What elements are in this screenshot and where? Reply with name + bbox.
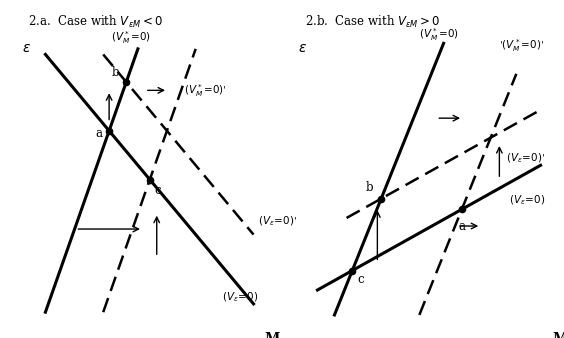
Text: b: b [112, 66, 120, 79]
Text: M: M [552, 332, 564, 338]
Text: 2.b.  Case with $V_{\varepsilon M}> 0$: 2.b. Case with $V_{\varepsilon M}> 0$ [305, 14, 440, 30]
Text: a: a [95, 127, 102, 140]
Text: a: a [458, 220, 465, 234]
Text: 2.a.  Case with $V_{\varepsilon M}< 0$: 2.a. Case with $V_{\varepsilon M}< 0$ [28, 14, 163, 30]
Text: $\varepsilon$: $\varepsilon$ [298, 41, 307, 54]
Text: $(V_M^*\!=\!0)$': $(V_M^*\!=\!0)$' [184, 82, 227, 99]
Text: $(V_M^*\!=\!0)$: $(V_M^*\!=\!0)$ [111, 29, 151, 46]
Text: $(V_\varepsilon\!=\!0)$': $(V_\varepsilon\!=\!0)$' [258, 214, 297, 227]
Text: $\varepsilon$: $\varepsilon$ [22, 41, 31, 54]
Text: c: c [357, 273, 364, 286]
Text: $(V_\varepsilon\!=\!0)$: $(V_\varepsilon\!=\!0)$ [222, 290, 258, 304]
Text: $(V_\varepsilon\!=\!0)$': $(V_\varepsilon\!=\!0)$' [506, 152, 545, 165]
Text: $(V_M^*\!=\!0)$: $(V_M^*\!=\!0)$ [419, 26, 459, 43]
Text: b: b [366, 180, 374, 194]
Text: $(V_\varepsilon\!=\!0)$: $(V_\varepsilon\!=\!0)$ [509, 193, 545, 207]
Text: M: M [265, 332, 280, 338]
Text: c: c [155, 184, 161, 197]
Text: '$(V_M^*\!=\!0)$': '$(V_M^*\!=\!0)$' [499, 38, 545, 54]
